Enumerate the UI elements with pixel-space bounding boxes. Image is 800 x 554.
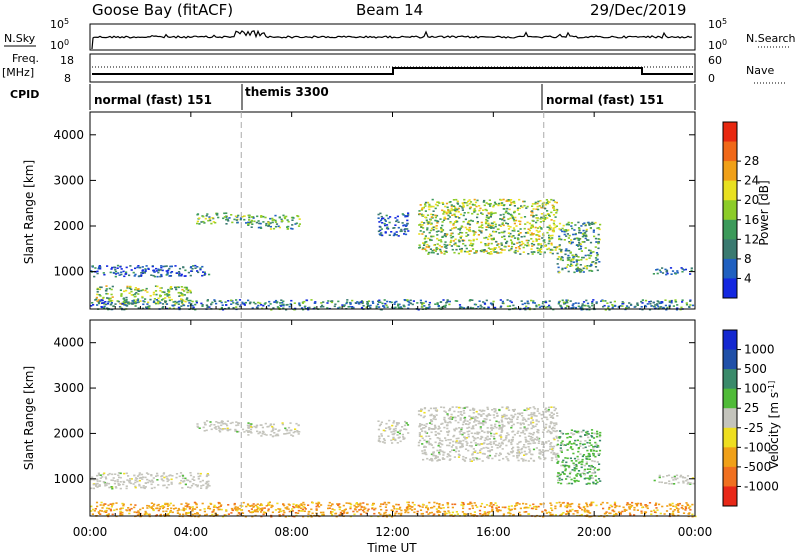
time-axis: 00:00 04:00 08:00 12:00 16:00 20:00 00:00 bbox=[73, 112, 713, 539]
x-tick-label: 16:00 bbox=[476, 525, 511, 539]
power-colorbar-label: Power [dB] bbox=[757, 180, 771, 245]
freq-left-top: 18 bbox=[60, 54, 74, 67]
velocity-scatter bbox=[90, 406, 697, 518]
y-tick-label: 2000 bbox=[53, 219, 84, 233]
noise-right-bottom: 100 bbox=[708, 38, 727, 53]
x-tick-label: 00:00 bbox=[73, 525, 108, 539]
x-tick-label: 08:00 bbox=[274, 525, 309, 539]
x-tick-label: 12:00 bbox=[375, 525, 410, 539]
power-colorbar: 4 8 12 16 20 24 28 bbox=[722, 121, 759, 299]
nsky-label: N.Sky bbox=[4, 32, 36, 45]
colorbar-segment bbox=[723, 330, 737, 350]
colorbar-tick-label: 100 bbox=[744, 382, 767, 396]
nave-right-top: 60 bbox=[708, 54, 722, 67]
noise-left-bottom: 100 bbox=[50, 38, 69, 53]
colorbar-segment bbox=[723, 466, 737, 487]
beam-title: Beam 14 bbox=[356, 1, 423, 19]
cpid-mode-2: themis 3300 bbox=[245, 85, 329, 99]
colorbar-tick-label: 24 bbox=[744, 174, 759, 188]
colorbar-segment bbox=[723, 447, 737, 468]
colorbar-tick-label: 20 bbox=[744, 193, 759, 207]
y-tick-label: 3000 bbox=[53, 381, 84, 395]
colorbar-tick-label: 1000 bbox=[744, 343, 775, 357]
colorbar-segment bbox=[723, 388, 737, 409]
noise-right-top: 105 bbox=[708, 17, 727, 32]
colorbar-tick-label: 25 bbox=[744, 401, 759, 415]
colorbar-tick-label: -1000 bbox=[744, 479, 779, 493]
y-tick-label: 3000 bbox=[53, 173, 84, 187]
colorbar-tick-label: 8 bbox=[744, 252, 752, 266]
y-tick-label: 4000 bbox=[53, 128, 84, 142]
nave-right-bottom: 0 bbox=[708, 72, 715, 85]
velocity-panel bbox=[89, 319, 696, 517]
colorbar-segment bbox=[723, 219, 737, 240]
colorbar-segment bbox=[723, 349, 737, 370]
x-tick-label: 20:00 bbox=[577, 525, 612, 539]
freq-unit-label: [MHz] bbox=[2, 66, 34, 79]
power-ylabel: Slant Range [km] bbox=[22, 160, 36, 264]
colorbar-segment bbox=[723, 161, 737, 182]
x-tick-label: 00:00 bbox=[678, 525, 713, 539]
colorbar-segment bbox=[723, 122, 737, 142]
power-y-axis: 1000 2000 3000 4000 bbox=[53, 128, 695, 279]
power-scatter bbox=[90, 198, 695, 311]
colorbar-tick-label: -500 bbox=[744, 460, 771, 474]
freq-label: Freq. bbox=[12, 52, 39, 65]
station-title: Goose Bay (fitACF) bbox=[92, 1, 233, 19]
colorbar-segment bbox=[723, 239, 737, 260]
noise-left-top: 105 bbox=[50, 17, 69, 32]
colorbar-tick-label: 16 bbox=[744, 213, 759, 227]
colorbar-segment bbox=[723, 427, 737, 448]
velocity-colorbar: 1000 500 100 25 -25 -100 -500 -1000 bbox=[722, 329, 779, 507]
colorbar-segment bbox=[723, 408, 737, 429]
freq-left-bottom: 8 bbox=[64, 72, 71, 85]
colorbar-segment bbox=[723, 141, 737, 162]
colorbar-segment bbox=[723, 180, 737, 201]
cpid-mode-1: normal (fast) 151 bbox=[94, 93, 212, 107]
cpid-label: CPID bbox=[10, 88, 39, 101]
frequency-panel bbox=[89, 53, 696, 83]
y-tick-label: 2000 bbox=[53, 426, 84, 440]
cpid-mode-3: normal (fast) 151 bbox=[546, 93, 664, 107]
colorbar-segment bbox=[723, 278, 737, 299]
y-tick-label: 1000 bbox=[53, 265, 84, 279]
colorbar-segment bbox=[723, 258, 737, 279]
noise-panel bbox=[89, 23, 696, 51]
velocity-colorbar-label: Velocity [m s-1] bbox=[767, 381, 782, 469]
colorbar-tick-label: -25 bbox=[744, 421, 764, 435]
colorbar-tick-label: -100 bbox=[744, 440, 771, 454]
colorbar-segment bbox=[723, 369, 737, 390]
velocity-y-axis: 1000 2000 3000 4000 bbox=[53, 336, 695, 486]
nsearch-label: N.Search bbox=[746, 32, 796, 45]
colorbar-tick-label: 4 bbox=[744, 271, 752, 285]
velocity-ylabel: Slant Range [km] bbox=[22, 366, 36, 470]
mode-boundaries bbox=[240, 112, 545, 516]
noise-trace bbox=[91, 29, 693, 50]
colorbar-tick-label: 28 bbox=[744, 154, 759, 168]
time-axis-label: Time UT bbox=[366, 541, 417, 554]
date-title: 29/Dec/2019 bbox=[590, 1, 686, 19]
y-tick-label: 1000 bbox=[53, 472, 84, 486]
x-tick-label: 04:00 bbox=[174, 525, 209, 539]
colorbar-tick-label: 12 bbox=[744, 232, 759, 246]
frequency-trace bbox=[92, 67, 693, 75]
nave-label: Nave bbox=[746, 64, 774, 77]
colorbar-tick-label: 500 bbox=[744, 362, 767, 376]
y-tick-label: 4000 bbox=[53, 336, 84, 350]
colorbar-segment bbox=[723, 200, 737, 221]
power-panel bbox=[89, 111, 696, 310]
colorbar-segment bbox=[723, 486, 737, 507]
